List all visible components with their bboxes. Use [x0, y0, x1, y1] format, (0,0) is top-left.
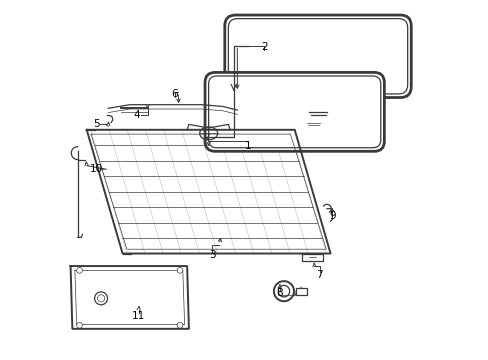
Circle shape — [177, 267, 183, 273]
Circle shape — [77, 322, 82, 328]
Text: 1: 1 — [244, 141, 251, 151]
Text: 7: 7 — [316, 270, 323, 280]
FancyBboxPatch shape — [228, 19, 407, 94]
Circle shape — [177, 322, 183, 328]
Text: 5: 5 — [93, 120, 100, 129]
Circle shape — [273, 281, 293, 301]
Text: 11: 11 — [132, 311, 145, 321]
FancyBboxPatch shape — [224, 15, 410, 98]
Text: 10: 10 — [90, 164, 103, 174]
FancyBboxPatch shape — [208, 76, 380, 148]
Text: 3: 3 — [208, 250, 215, 260]
Text: 8: 8 — [276, 288, 283, 298]
Text: 2: 2 — [261, 42, 267, 52]
Circle shape — [77, 267, 82, 273]
Text: 9: 9 — [328, 211, 335, 221]
Text: 4: 4 — [133, 111, 140, 121]
Circle shape — [94, 292, 107, 305]
Text: 6: 6 — [171, 89, 178, 99]
FancyBboxPatch shape — [204, 72, 384, 151]
Bar — [295, 288, 306, 295]
